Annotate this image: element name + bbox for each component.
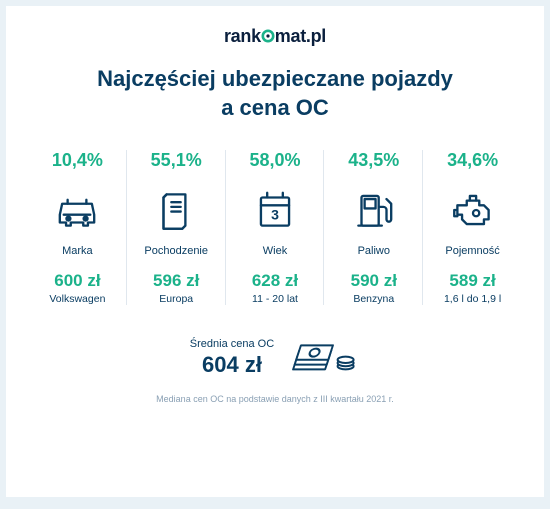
col-pojemnosc: 34,6% Pojemność 589 zł 1,6 l do 1,9 l: [425, 150, 520, 305]
calendar-icon: 3: [228, 183, 323, 237]
brand-suffix: mat.pl: [275, 26, 326, 46]
document-icon: [129, 183, 224, 237]
sub-label: Benzyna: [326, 293, 421, 305]
average-section: Średnia cena OC 604 zł: [30, 331, 520, 384]
title-line-1: Najczęściej ubezpieczane pojazdy: [97, 66, 453, 91]
sub-label: Europa: [129, 293, 224, 305]
price-value: 628 zł: [228, 271, 323, 291]
engine-icon: [425, 183, 520, 237]
sub-label: 1,6 l do 1,9 l: [425, 293, 520, 305]
car-icon: [30, 183, 125, 237]
category-label: Wiek: [228, 245, 323, 257]
pct-value: 58,0%: [228, 150, 323, 171]
brand-prefix: rank: [224, 26, 261, 46]
category-label: Pochodzenie: [129, 245, 224, 257]
calendar-day: 3: [271, 207, 279, 223]
pct-value: 55,1%: [129, 150, 224, 171]
pct-value: 10,4%: [30, 150, 125, 171]
average-label: Średnia cena OC: [190, 338, 274, 350]
brand-mid: [261, 26, 275, 47]
col-paliwo: 43,5% Paliwo 590 zł Benzyna: [326, 150, 421, 305]
title-line-2: a cena OC: [221, 95, 329, 120]
price-value: 590 zł: [326, 271, 421, 291]
category-label: Marka: [30, 245, 125, 257]
category-label: Pojemność: [425, 245, 520, 257]
price-value: 600 zł: [30, 271, 125, 291]
average-price: 604 zł: [190, 352, 274, 378]
brand-logo: rank mat.pl: [30, 26, 520, 47]
pct-value: 43,5%: [326, 150, 421, 171]
infographic-card: rank mat.pl Najczęściej ubezpieczane poja…: [6, 6, 544, 497]
fuel-pump-icon: [326, 183, 421, 237]
footnote: Mediana cen OC na podstawie danych z III…: [30, 394, 520, 404]
pct-value: 34,6%: [425, 150, 520, 171]
stats-grid: 10,4% Marka 600 zł Volkswagen 55,1% Poch…: [30, 150, 520, 305]
sub-label: 11 - 20 lat: [228, 293, 323, 305]
price-value: 596 zł: [129, 271, 224, 291]
col-wiek: 58,0% 3 Wiek 628 zł 11 - 20 lat: [228, 150, 323, 305]
money-icon: [288, 331, 360, 384]
col-marka: 10,4% Marka 600 zł Volkswagen: [30, 150, 125, 305]
sub-label: Volkswagen: [30, 293, 125, 305]
page-title: Najczęściej ubezpieczane pojazdy a cena …: [30, 65, 520, 122]
price-value: 589 zł: [425, 271, 520, 291]
col-pochodzenie: 55,1% Pochodzenie 596 zł Europa: [129, 150, 224, 305]
category-label: Paliwo: [326, 245, 421, 257]
